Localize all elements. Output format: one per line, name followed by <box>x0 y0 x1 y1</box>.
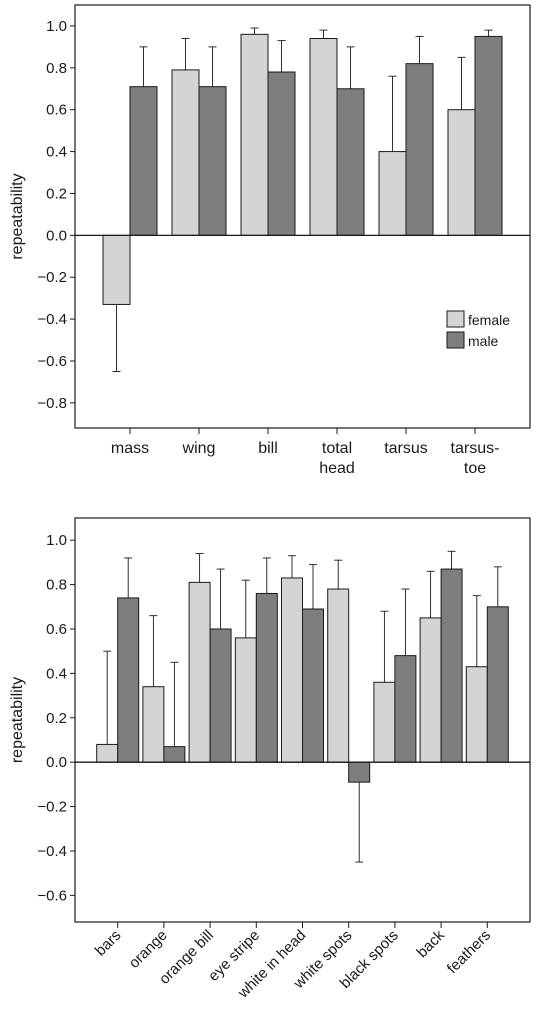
y-tick-label: 0.8 <box>46 60 67 77</box>
x-tick-label: wing <box>182 440 216 457</box>
bar-female <box>327 588 350 763</box>
y-tick-label: 0.0 <box>46 754 67 771</box>
bar-female <box>102 234 131 305</box>
legend-swatch-male <box>446 331 465 349</box>
bar-male <box>348 761 371 783</box>
x-tick-label: back <box>414 926 449 961</box>
y-tick-label: −0.6 <box>37 887 67 904</box>
bar-male <box>209 628 232 763</box>
bar-male <box>198 86 227 236</box>
y-tick-label: 0.4 <box>46 144 67 161</box>
bar-female <box>419 617 442 763</box>
y-tick-label: 0.6 <box>46 621 67 638</box>
y-tick-label: −0.4 <box>37 843 67 860</box>
bar-female <box>309 38 338 236</box>
y-tick-label: 1.0 <box>46 532 67 549</box>
bar-female <box>373 681 396 763</box>
y-tick-label: 0.2 <box>46 185 67 202</box>
bar-male <box>336 88 365 236</box>
x-tick-label: orange <box>126 927 171 972</box>
y-tick-label: −0.2 <box>37 269 67 286</box>
bar-female <box>240 33 269 236</box>
y-tick-label: 0.2 <box>46 710 67 727</box>
bar-male <box>255 592 278 763</box>
x-tick-label: head <box>319 460 355 477</box>
bar-female <box>171 69 200 236</box>
legend-swatch-female <box>446 310 465 328</box>
bar-female <box>447 109 476 236</box>
y-tick-label: 0.4 <box>46 665 67 682</box>
y-tick-label: −0.2 <box>37 799 67 816</box>
bar-female <box>188 581 211 763</box>
bar-male <box>486 606 509 763</box>
bar-male <box>394 655 417 763</box>
bar-male <box>302 608 324 763</box>
bar-male <box>163 746 186 763</box>
bar-male <box>440 568 463 763</box>
bar-female <box>378 151 407 236</box>
x-tick-label: toe <box>464 460 486 477</box>
x-tick-label: mass <box>111 440 149 457</box>
bar-female <box>96 743 119 763</box>
top-chart-panel: −0.8 −0.6 −0.4 −0.2 0.0 0.2 0.4 0.6 0.8 1.0 repeat… <box>9 4 531 477</box>
bar-female <box>142 686 165 763</box>
bar-male <box>474 35 503 236</box>
legend-label-male: male <box>468 333 499 349</box>
plot-frame <box>74 4 531 429</box>
bar-female <box>234 637 257 763</box>
x-tick-label: tarsus <box>384 440 428 457</box>
bar-male <box>267 71 296 236</box>
y-tick-label: −0.8 <box>37 395 67 412</box>
bar-male <box>405 63 434 236</box>
bar-male <box>129 86 158 236</box>
x-tick-label: bill <box>258 440 278 457</box>
y-tick-label: 0.8 <box>46 577 67 594</box>
x-tick-label: feathers <box>444 927 494 977</box>
y-tick-label: 0.6 <box>46 102 67 119</box>
bar-male <box>117 597 140 763</box>
x-tick-label: tarsus- <box>451 440 500 457</box>
y-tick-label: −0.4 <box>37 311 67 328</box>
bar-female <box>465 666 488 763</box>
x-tick-label: bars <box>92 927 125 960</box>
x-tick-label: total <box>322 440 352 457</box>
y-axis-title: repeatability <box>9 677 26 763</box>
y-axis-title: repeatability <box>9 173 26 259</box>
legend-label-female: female <box>468 312 510 328</box>
y-tick-label: 1.0 <box>46 18 67 35</box>
y-tick-label: −0.6 <box>37 353 67 370</box>
bottom-chart-panel: −0.6 −0.4 −0.2 0.0 0.2 0.4 0.6 0.8 1.0 repeatabil… <box>9 517 531 1002</box>
y-tick-label: 0.0 <box>46 227 67 244</box>
bar-female <box>281 577 303 763</box>
